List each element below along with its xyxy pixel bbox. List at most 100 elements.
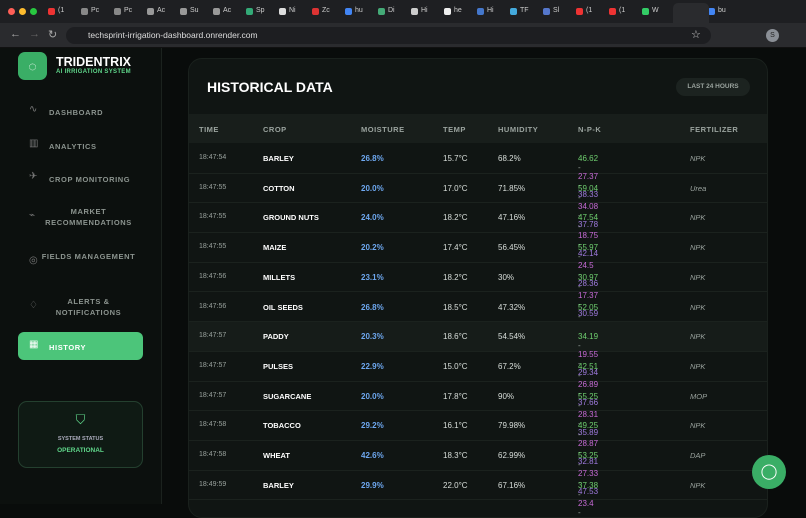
tab[interactable]: Zc: [310, 4, 341, 19]
tab[interactable]: (1: [607, 4, 638, 19]
table-row[interactable]: 18:47:58 WHEAT 42.6% 18.3°C 62.99% 53.25-27.3…: [189, 441, 767, 496]
max-dot[interactable]: [30, 8, 37, 15]
nav-label: ALERTS & NOTIFICATIONS: [55, 297, 122, 317]
cell-time: 18:47:56: [199, 302, 227, 310]
time-badge[interactable]: LAST 24 HOURS: [676, 78, 750, 96]
npk-value: 46.62: [578, 154, 599, 163]
npk-value: 55.25: [578, 391, 599, 401]
tab-icon: [378, 8, 385, 15]
table-row[interactable]: 18:47:55 COTTON 20.0% 17.0°C 71.85% 59.04-34.…: [189, 174, 767, 229]
nav-item[interactable]: ◎ FIELDS MANAGEMENT: [18, 248, 143, 276]
cell-fertilizer: NPK: [690, 213, 706, 223]
min-dot[interactable]: [19, 8, 26, 15]
npk-value: 47.53: [578, 487, 599, 496]
nav-item[interactable]: ⌁ MARKET RECOMMENDATIONS: [18, 203, 143, 231]
nav-label: FIELDS MANAGEMENT: [41, 252, 136, 261]
tab-label: Pc: [124, 7, 133, 14]
table-row[interactable]: 18:47:57 PADDY 20.3% 18.6°C 54.54% 34.19-19.5…: [189, 322, 767, 377]
tab[interactable]: W: [640, 4, 671, 19]
npk-separator: -: [578, 192, 581, 202]
bookmark[interactable]: ☆: [691, 29, 701, 41]
tab-icon: [543, 8, 550, 15]
tab[interactable]: Pc: [112, 4, 143, 19]
npk-value: 42.14: [578, 249, 599, 259]
forward[interactable]: →: [29, 28, 40, 40]
npk-separator: -: [578, 478, 581, 487]
tab-icon: [81, 8, 88, 15]
tab[interactable]: bu: [706, 4, 737, 19]
npk-value: 59.04: [578, 183, 599, 193]
npk-separator: -: [578, 252, 581, 262]
tab[interactable]: Ni: [277, 4, 308, 19]
status-value: OPERATIONAL: [57, 447, 104, 454]
npk-value: 29.34: [578, 368, 599, 378]
chat-button[interactable]: ◯: [752, 455, 786, 489]
tab[interactable]: Su: [178, 4, 209, 19]
cell-npk: 30.97-17.37-30.59: [578, 273, 598, 318]
cell-crop: WHEAT: [263, 451, 290, 460]
table-row[interactable]: 18:47:57 PULSES 22.9% 15.0°C 67.2% 42.51-26.8…: [189, 352, 767, 407]
npk-value: 37.38: [578, 480, 599, 490]
nav-item[interactable]: ♢ ALERTS & NOTIFICATIONS: [18, 293, 143, 321]
back[interactable]: ←: [10, 28, 21, 40]
tab[interactable]: (1: [574, 4, 605, 19]
table-row[interactable]: 18:47:54 BARLEY 26.8% 15.7°C 68.2% 46.62-27.3…: [189, 144, 767, 199]
cell-moisture: 20.0%: [361, 391, 384, 401]
npk-value: 28.87: [578, 439, 599, 449]
tab[interactable]: Sl: [541, 4, 572, 19]
npk-separator: -: [578, 418, 581, 428]
table-row[interactable]: 18:47:58 TOBACCO 29.2% 16.1°C 79.98% 49.25-28…: [189, 411, 767, 466]
active-tab[interactable]: [673, 3, 709, 23]
tab-icon: [279, 8, 286, 15]
tab[interactable]: TF: [508, 4, 539, 19]
table-row[interactable]: 18:47:55 GROUND NUTS 24.0% 18.2°C 47.16% 47.5…: [189, 203, 767, 258]
tab[interactable]: Sp: [244, 4, 275, 19]
reload[interactable]: ↻: [48, 29, 58, 41]
table-row[interactable]: 18:47:56 MILLETS 23.1% 18.2°C 30% 30.97-17.37…: [189, 263, 767, 318]
npk-separator: -: [578, 507, 581, 517]
tab[interactable]: Pc: [79, 4, 110, 19]
cell-time: 18:47:57: [199, 361, 227, 369]
tab-icon: [213, 8, 220, 15]
tab[interactable]: (1: [46, 4, 77, 19]
cell-time: 18:47:55: [199, 213, 227, 221]
cell-crop: OIL SEEDS: [263, 302, 303, 312]
cell-npk: 42.51-26.89-37.66: [578, 362, 598, 407]
profile[interactable]: S: [766, 29, 779, 42]
nav-label: CROP MONITORING: [49, 175, 131, 184]
tab[interactable]: hu: [343, 4, 374, 19]
nav-icon: ⌁: [29, 210, 36, 221]
table-row[interactable]: 18:47:57 SUGARCANE 20.0% 17.8°C 90% 55.25-28.…: [189, 382, 767, 437]
close-dot[interactable]: [8, 8, 15, 15]
column-header: CROP: [263, 125, 287, 134]
tab[interactable]: Ac: [211, 4, 242, 19]
cell-humidity: 47.16%: [498, 213, 526, 223]
npk-value: 27.33: [578, 469, 599, 478]
nav-item[interactable]: ✈ CROP MONITORING: [18, 164, 143, 192]
cell-crop: TOBACCO: [263, 421, 301, 431]
cell-moisture: 20.3%: [361, 332, 384, 342]
tab-icon: [609, 8, 616, 15]
table-row[interactable]: 18:47:55 MAIZE 20.2% 17.4°C 56.45% 55.97-24.5…: [189, 233, 767, 288]
tab-icon: [576, 8, 583, 15]
nav-item[interactable]: ▦ HISTORY: [18, 332, 143, 360]
tab[interactable]: Hi: [409, 4, 440, 19]
nav-icon: ▥: [29, 138, 39, 149]
url-field[interactable]: techsprint-irrigation-dashboard.onrender…: [66, 27, 711, 44]
table-row[interactable]: 18:49:59 BARLEY 29.9% 22.0°C 67.16% 37.38-23.…: [189, 471, 767, 517]
tab[interactable]: Di: [376, 4, 407, 19]
sidebar: ◌ TRIDENTRIX AI IRRIGATION SYSTEM ∿ DASHB…: [0, 48, 162, 504]
tab[interactable]: he: [442, 4, 473, 19]
npk-separator: -: [578, 299, 581, 309]
table-row[interactable]: 18:47:56 OIL SEEDS 26.8% 18.5°C 47.32% 52.05-…: [189, 293, 767, 348]
tab-label: Ac: [223, 7, 232, 14]
tab[interactable]: Ac: [145, 4, 176, 19]
npk-value: 35.89: [578, 427, 599, 437]
cell-humidity: 30%: [498, 272, 515, 282]
cell-temp: 18.5°C: [443, 302, 468, 312]
nav-item[interactable]: ▥ ANALYTICS: [18, 131, 143, 159]
nav-item[interactable]: ∿ DASHBOARD: [18, 97, 143, 125]
tab[interactable]: Hi: [475, 4, 506, 19]
npk-separator: -: [578, 222, 581, 232]
npk-value: 47.54: [578, 213, 599, 223]
